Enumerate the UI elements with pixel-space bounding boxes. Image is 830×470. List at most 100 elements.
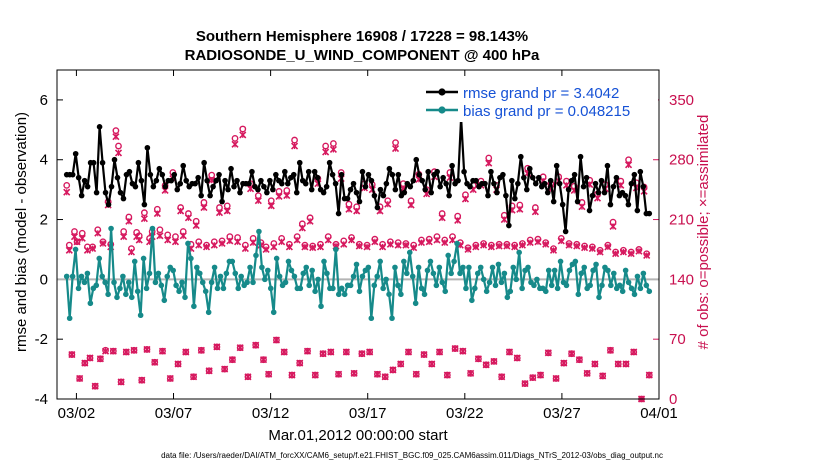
bias-point	[445, 252, 451, 259]
assimilated-obs-marker	[407, 201, 415, 209]
assimilated-obs-marker	[174, 360, 182, 368]
assimilated-obs-marker	[316, 243, 325, 251]
bias-point	[457, 270, 463, 277]
assimilated-obs-marker	[324, 236, 332, 244]
rmse-point	[547, 177, 554, 184]
bias-point	[611, 270, 617, 277]
assimilated-obs-marker	[218, 239, 226, 248]
rmse-point	[135, 159, 142, 166]
rmse-point	[231, 183, 237, 190]
bias-point	[424, 267, 431, 274]
possible-obs-marker	[140, 209, 148, 217]
rmse-point	[78, 192, 85, 199]
rmse-point	[485, 192, 491, 199]
possible-obs-marker	[231, 134, 239, 142]
bias-point	[126, 279, 132, 286]
bias-point	[489, 264, 496, 271]
assimilated-obs-marker	[410, 244, 418, 252]
bias-point	[81, 279, 88, 286]
assimilated-obs-marker	[158, 347, 167, 355]
possible-obs-marker	[275, 187, 283, 195]
assimilated-obs-marker	[412, 370, 420, 378]
assimilated-obs-marker	[544, 349, 552, 357]
bias-point	[196, 270, 203, 277]
bias-point	[581, 264, 588, 271]
rmse-point	[261, 183, 267, 190]
possible-obs-marker	[485, 154, 493, 162]
rmse-point	[395, 171, 402, 178]
bias-point	[628, 285, 635, 292]
rmse-point	[356, 198, 363, 205]
assimilated-obs-marker	[441, 239, 449, 247]
bias-point	[418, 285, 425, 292]
rmse-point	[237, 189, 243, 196]
rmse-point	[273, 171, 279, 178]
assimilated-obs-marker	[228, 356, 236, 364]
rmse-point	[574, 198, 581, 205]
bias-point	[259, 264, 265, 271]
assimilated-obs-marker	[580, 244, 589, 252]
y-tick-labels: -4 -2 0 2 4 6	[35, 92, 48, 408]
assimilated-obs-marker	[259, 356, 268, 364]
bias-point	[235, 285, 242, 292]
rmse-point	[293, 189, 300, 196]
assimilated-obs-marker	[151, 358, 159, 366]
assimilated-obs-marker	[239, 131, 247, 139]
rmse-point	[138, 177, 145, 184]
rmse-point	[601, 189, 608, 196]
assimilated-obs-marker	[549, 246, 558, 254]
rmse-point	[93, 189, 100, 196]
bias-point	[409, 273, 416, 280]
possible-obs-marker	[392, 139, 399, 147]
bias-point	[501, 270, 508, 277]
rmse-point	[282, 168, 288, 175]
rmse-point	[120, 195, 127, 202]
bias-point	[66, 315, 73, 322]
chart-subtitle: RADIOSONDE_U_WIND_COMPONENT @ 400 hPa	[185, 47, 540, 64]
bias-point	[149, 225, 156, 232]
bias-point	[356, 288, 363, 295]
assimilated-obs-marker	[65, 246, 73, 254]
y-tick-label: 4	[40, 152, 48, 169]
assimilated-obs-marker	[397, 360, 405, 368]
bias-point	[253, 252, 259, 259]
legend-bias-text: bias grand pr = 0.048215	[463, 103, 630, 120]
assimilated-obs-marker	[200, 204, 208, 212]
assimilated-obs-marker	[503, 242, 511, 250]
bias-point	[244, 279, 250, 286]
bias-point	[202, 288, 209, 295]
assimilated-obs-marker	[327, 348, 335, 356]
assimilated-obs-marker	[596, 248, 604, 256]
bias-point	[587, 282, 593, 289]
bias-point	[247, 264, 253, 271]
assimilated-obs-marker	[435, 348, 444, 356]
assimilated-obs-marker	[208, 176, 216, 184]
possible-obs-marker	[115, 142, 122, 150]
rmse-point	[509, 177, 515, 184]
assimilated-obs-marker	[135, 236, 143, 244]
bias-point	[338, 285, 345, 292]
bias-point	[578, 270, 585, 277]
rmse-point	[595, 189, 602, 196]
bias-point	[551, 267, 558, 274]
assimilated-obs-marker	[578, 203, 586, 211]
possible-obs-marker	[120, 228, 128, 235]
rmse-point	[147, 171, 154, 178]
bias-point	[306, 282, 313, 289]
possible-obs-marker	[71, 228, 78, 235]
assimilated-obs-marker	[363, 243, 371, 251]
legend-rmse-text: rmse grand pr = 3.4042	[463, 85, 619, 102]
assimilated-obs-marker	[568, 350, 576, 358]
bias-point	[134, 288, 141, 295]
bias-point	[483, 288, 490, 295]
y-tick-label: 6	[40, 92, 48, 109]
rmse-point	[529, 174, 536, 181]
bias-point	[531, 282, 537, 289]
rmse-point	[535, 174, 542, 181]
assimilated-obs-marker	[94, 229, 102, 237]
rmse-point	[550, 198, 557, 205]
bias-point	[545, 267, 552, 274]
bias-point	[321, 258, 327, 265]
possible-obs-marker	[200, 199, 208, 206]
